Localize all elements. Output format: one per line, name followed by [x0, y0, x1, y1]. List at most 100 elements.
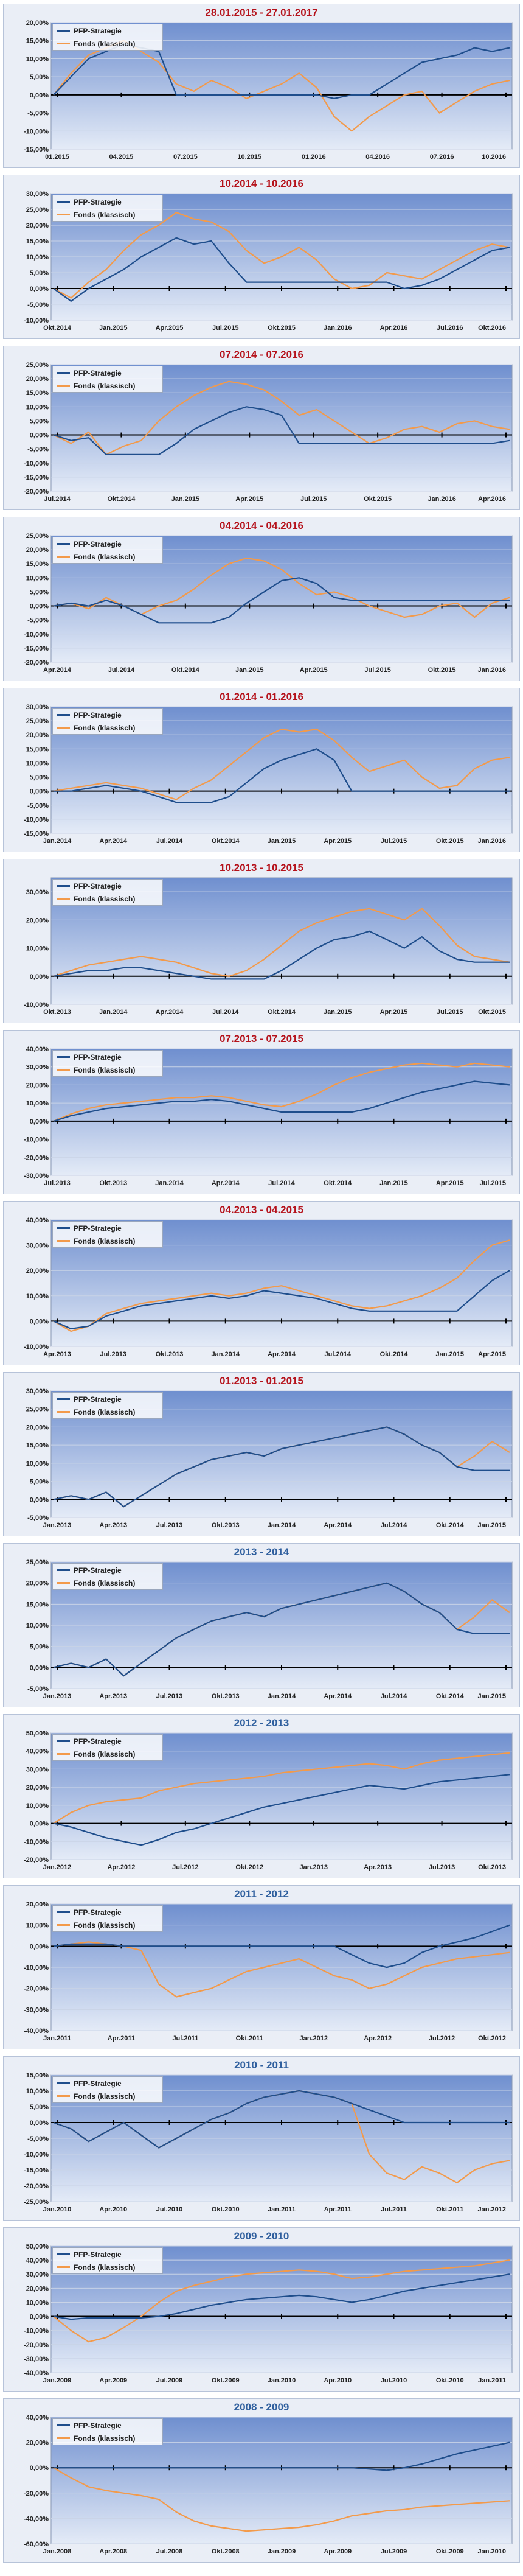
y-tick-label: 25,00% [26, 206, 49, 214]
x-tick-label: Okt.2015 [436, 838, 464, 845]
x-tick-label: Apr.2014 [324, 1522, 352, 1529]
legend: PFP-Strategie Fonds (klassisch) [52, 2247, 163, 2274]
y-tick-label: 15,00% [26, 2072, 49, 2079]
legend-label: PFP-Strategie [74, 1908, 122, 1917]
legend: PFP-Strategie Fonds (klassisch) [52, 1221, 163, 1248]
legend-label: PFP-Strategie [74, 710, 122, 719]
x-tick-label: Jan.2015 [436, 1351, 464, 1358]
x-tick-label: Okt.2012 [235, 1864, 263, 1871]
y-tick-label: 5,00% [30, 1479, 49, 1486]
y-tick-label: -30,00% [24, 2006, 49, 2014]
y-tick-label: 25,00% [26, 1559, 49, 1566]
y-tick-label: 10,00% [26, 1922, 49, 1930]
y-tick-label: -10,00% [24, 460, 49, 467]
y-tick-label: 10,00% [26, 1100, 49, 1107]
legend-item-fonds-klassisch: Fonds (klassisch) [53, 1919, 162, 1931]
y-tick-label: -20,00% [24, 1857, 49, 1864]
y-tick-label: -5,00% [27, 110, 49, 117]
x-tick-label: Jan.2014 [43, 838, 72, 845]
y-tick-label: 15,00% [26, 1442, 49, 1449]
x-tick-label: Okt.2014 [324, 1180, 352, 1187]
x-tick-label: Jan.2015 [478, 1693, 506, 1700]
legend-swatch [57, 543, 70, 545]
x-tick-label: Jan.2014 [268, 1693, 296, 1700]
x-tick-label: Okt.2011 [236, 2035, 263, 2042]
y-tick-label: -5,00% [27, 301, 49, 309]
x-tick-label: Apr.2015 [324, 838, 352, 845]
y-tick-label: 50,00% [26, 2243, 49, 2250]
y-tick-label: 30,00% [26, 1064, 49, 1071]
y-tick-label: 0,00% [30, 285, 49, 293]
y-tick-label: -40,00% [24, 2370, 49, 2377]
x-tick-label: Jul.2010 [381, 2377, 407, 2384]
x-tick-label: Okt.2015 [364, 495, 392, 503]
legend: PFP-Strategie Fonds (klassisch) [52, 2076, 163, 2103]
y-tick-label: 10,00% [26, 1293, 49, 1300]
x-tick-label: Okt.2014 [436, 1693, 465, 1700]
x-tick-label: Jan.2015 [235, 667, 263, 674]
chart-panel: 07.2014 - 07.2016 25,00% 20,00% 15,00% 10,00… [3, 346, 520, 510]
y-tick-label: 30,00% [26, 191, 49, 198]
y-tick-label: 20,00% [26, 1580, 49, 1587]
x-tick-label: Apr.2011 [108, 2035, 135, 2042]
legend-label: Fonds (klassisch) [74, 723, 136, 732]
chart-title: 2010 - 2011 [234, 2059, 289, 2071]
legend-item-pfp-strategie: PFP-Strategie [53, 1906, 162, 1919]
legend-swatch [57, 1411, 70, 1413]
x-tick-label: Apr.2008 [99, 2548, 127, 2555]
x-tick-label: Okt.2013 [99, 1180, 127, 1187]
y-tick-label: -10,00% [24, 1964, 49, 1972]
y-tick-label: 10,00% [26, 1622, 49, 1629]
y-tick-label: -60,00% [24, 2541, 49, 2548]
y-tick-label: 0,00% [30, 1664, 49, 1671]
y-tick-label: 5,00% [30, 1643, 49, 1651]
x-tick-label: Jul.2013 [156, 1522, 182, 1529]
legend-item-pfp-strategie: PFP-Strategie [53, 2248, 162, 2261]
x-tick-label: Apr.2013 [99, 1693, 127, 1700]
series-line-fonds-klassisch [53, 1239, 510, 1332]
series-line-fonds-klassisch [53, 212, 510, 299]
y-tick-label: 5,00% [30, 270, 49, 277]
x-tick-label: Jan.2015 [379, 1180, 407, 1187]
legend-label: PFP-Strategie [74, 1052, 122, 1062]
series-line-pfp-strategie [53, 2273, 510, 2320]
x-tick-label: Apr.2016 [478, 495, 506, 503]
y-tick-label: -10,00% [24, 128, 49, 135]
x-tick-label: Apr.2012 [364, 2035, 392, 2042]
y-tick-label: 0,00% [30, 1496, 49, 1503]
y-tick-label: 15,00% [26, 1601, 49, 1608]
y-tick-label: 20,00% [26, 2440, 49, 2447]
legend-item-pfp-strategie: PFP-Strategie [53, 1393, 162, 1405]
legend-swatch [57, 1582, 70, 1584]
y-tick-label: -5,00% [27, 2135, 49, 2143]
legend-item-pfp-strategie: PFP-Strategie [53, 537, 162, 550]
y-tick-label: 20,00% [26, 1784, 49, 1791]
legend-item-fonds-klassisch: Fonds (klassisch) [53, 550, 162, 563]
legend-item-pfp-strategie: PFP-Strategie [53, 366, 162, 379]
x-tick-label: Okt.2014 [268, 1009, 296, 1016]
chart-title: 28.01.2015 - 27.01.2017 [205, 7, 318, 18]
legend-label: Fonds (klassisch) [74, 2263, 136, 2272]
legend-swatch [57, 201, 70, 203]
x-tick-label: Jul.2014 [381, 1693, 407, 1700]
y-tick-label: 5,00% [30, 418, 49, 425]
legend-item-fonds-klassisch: Fonds (klassisch) [53, 1577, 162, 1589]
x-tick-label: Jan.2012 [299, 2035, 327, 2042]
x-tick-label: 04.2015 [109, 153, 134, 161]
y-tick-label: 0,00% [30, 2119, 49, 2127]
x-tick-label: Jul.2013 [156, 1693, 182, 1700]
chart-title: 07.2014 - 07.2016 [219, 349, 303, 360]
y-tick-label: 0,00% [30, 1821, 49, 1828]
y-tick-label: 5,00% [30, 2104, 49, 2111]
series-line-pfp-strategie [53, 406, 510, 455]
legend-swatch [57, 714, 70, 716]
legend-swatch [57, 214, 70, 215]
chart-panel: 04.2014 - 04.2016 25,00% 20,00% 15,00% 10,00… [3, 517, 520, 681]
legend: PFP-Strategie Fonds (klassisch) [52, 1734, 163, 1761]
y-tick-label: 15,00% [26, 238, 49, 245]
legend-item-pfp-strategie: PFP-Strategie [53, 1564, 162, 1577]
legend-label: PFP-Strategie [74, 2079, 122, 2088]
legend-item-pfp-strategie: PFP-Strategie [53, 880, 162, 892]
y-tick-label: -10,00% [24, 816, 49, 824]
y-tick-label: -10,00% [24, 317, 49, 324]
